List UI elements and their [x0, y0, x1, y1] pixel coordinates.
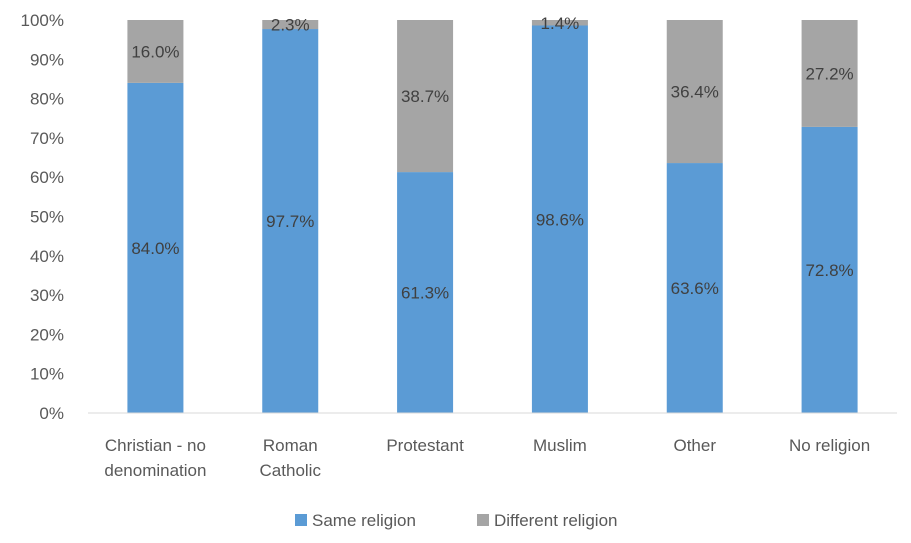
y-tick-label: 50%: [30, 208, 64, 227]
y-tick-label: 80%: [30, 90, 64, 109]
data-label: 98.6%: [536, 210, 584, 229]
x-category-label: No religion: [789, 436, 870, 455]
y-tick-label: 40%: [30, 247, 64, 266]
legend-swatch: [477, 514, 489, 526]
bar-segment-different-religion: [531, 20, 588, 26]
y-tick-label: 30%: [30, 286, 64, 305]
x-axis-labels: Christian - no denomination Roman Catholic P…: [104, 436, 870, 480]
x-category-label: denomination: [104, 461, 206, 480]
data-label: 84.0%: [131, 239, 179, 258]
legend-swatch: [295, 514, 307, 526]
data-label: 2.3%: [271, 16, 310, 35]
x-category-label: Other: [673, 436, 716, 455]
data-label: 16.0%: [131, 42, 179, 61]
bar-segment-same-religion: [801, 126, 858, 414]
y-tick-label: 70%: [30, 129, 64, 148]
x-category-label: Catholic: [260, 461, 322, 480]
bar-segment-same-religion: [127, 82, 184, 413]
y-tick-label: 10%: [30, 365, 64, 384]
x-category-label: Roman: [263, 436, 318, 455]
data-label: 27.2%: [805, 64, 853, 83]
y-tick-label: 60%: [30, 168, 64, 187]
legend-label: Same religion: [312, 511, 416, 530]
data-label: 97.7%: [266, 212, 314, 231]
data-label: 38.7%: [401, 87, 449, 106]
x-category-label: Protestant: [386, 436, 464, 455]
bar-segment-different-religion: [666, 20, 723, 164]
legend: Same religion Different religion: [295, 511, 617, 530]
bar-segment-different-religion: [397, 20, 454, 173]
data-label: 1.4%: [541, 14, 580, 33]
legend-label: Different religion: [494, 511, 617, 530]
bar-segment-same-religion: [666, 163, 723, 413]
bar-segment-different-religion: [262, 20, 319, 30]
y-tick-label: 20%: [30, 325, 64, 344]
bar-segment-same-religion: [262, 29, 319, 413]
bar-segment-same-religion: [531, 25, 588, 413]
y-axis: 0% 10% 20% 30% 40% 50% 60% 70% 80% 90% 100%: [21, 11, 64, 423]
y-tick-label: 90%: [30, 50, 64, 69]
data-labels: 84.0% 16.0% 97.7% 2.3% 61.3% 38.7% 98.6% 1.4% 63…: [131, 14, 853, 303]
data-label: 63.6%: [671, 279, 719, 298]
x-category-label: Christian - no: [105, 436, 206, 455]
bar-segment-different-religion: [127, 20, 184, 83]
x-category-label: Muslim: [533, 436, 587, 455]
bars: [127, 20, 858, 414]
data-label: 72.8%: [805, 261, 853, 280]
bar-segment-different-religion: [801, 20, 858, 127]
bar-segment-same-religion: [397, 172, 454, 413]
y-tick-label: 0%: [39, 404, 64, 423]
data-label: 61.3%: [401, 284, 449, 303]
y-tick-label: 100%: [21, 11, 64, 30]
data-label: 36.4%: [671, 83, 719, 102]
